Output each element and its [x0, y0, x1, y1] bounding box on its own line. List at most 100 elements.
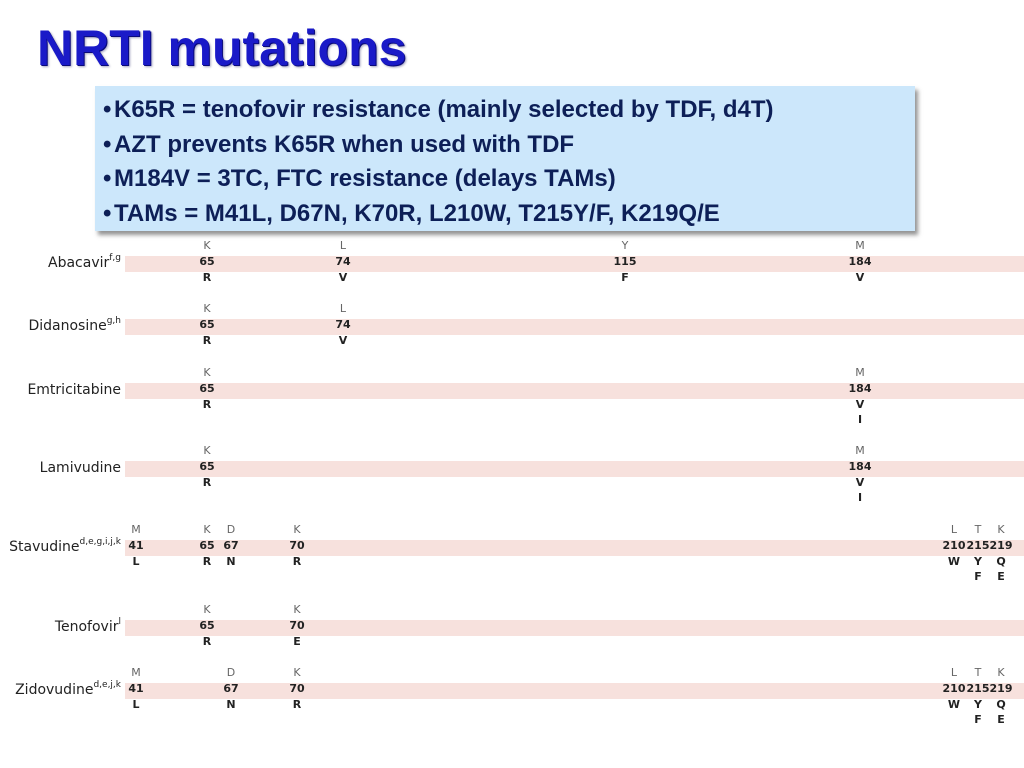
- drug-name-text: Didanosine: [28, 318, 107, 334]
- mutation-M41: M 41 L: [119, 663, 153, 711]
- mutation-M184: M 184 V I: [843, 441, 877, 504]
- drug-name: Emtricitabine: [27, 380, 121, 400]
- codon-position: 184: [848, 382, 872, 395]
- mutation-L74: L 74 V: [326, 299, 360, 347]
- mutation-M184: M 184 V I: [843, 363, 877, 426]
- wild-type-aa: L: [950, 666, 958, 679]
- wild-type-aa: Y: [621, 239, 629, 252]
- mutation-L74: L 74 V: [326, 236, 360, 284]
- mutation-K65: K 65 R: [190, 520, 224, 568]
- key-point: • TAMs = M41L, D67N, K70R, L210W, T215Y/F…: [103, 197, 915, 232]
- codon-position: 184: [848, 255, 872, 268]
- substituted-aa: R: [292, 555, 302, 568]
- mutation-D67: D 67 N: [214, 663, 248, 711]
- slide-title: NRTI mutations: [37, 20, 407, 76]
- key-point: • AZT prevents K65R when used with TDF: [103, 128, 915, 163]
- drug-name-text: Emtricitabine: [27, 382, 121, 398]
- drug-name-text: Lamivudine: [39, 460, 121, 476]
- drug-footnotes: d,e,g,i,j,k: [79, 537, 121, 547]
- codon-position: 219: [989, 539, 1013, 552]
- bullet-icon: •: [103, 165, 112, 192]
- drug-name: Stavudined,e,g,i,j,k: [9, 537, 121, 557]
- mutation-K70: K 70 R: [280, 663, 314, 711]
- mutation-K65: K 65 R: [190, 236, 224, 284]
- drug-name-text: Tenofovir: [54, 619, 119, 635]
- drug-footnotes: l: [118, 617, 121, 627]
- drug-name-text: Stavudine: [9, 539, 80, 555]
- codon-position: 67: [223, 539, 239, 552]
- codon-position: 41: [128, 682, 144, 695]
- bullet-icon: •: [103, 199, 112, 227]
- codon-position: 74: [335, 318, 351, 331]
- drug-name: Zidovudined,e,j,k: [15, 680, 121, 700]
- wild-type-aa: L: [339, 302, 347, 315]
- mutation-M41: M 41 L: [119, 520, 153, 568]
- key-points-list: • K65R = tenofovir resistance (mainly sel…: [103, 93, 915, 231]
- bullet-icon: •: [103, 130, 112, 158]
- substituted-aa: E: [997, 570, 1005, 583]
- substituted-aa: R: [202, 334, 212, 347]
- row-band: [125, 683, 1024, 699]
- codon-position: 215: [966, 539, 990, 552]
- drug-name: Tenofovirl: [55, 617, 121, 637]
- codon-position: 65: [199, 539, 215, 552]
- wild-type-aa: L: [339, 239, 347, 252]
- wild-type-aa: K: [203, 239, 211, 252]
- key-points-callout: • K65R = tenofovir resistance (mainly sel…: [95, 86, 915, 231]
- key-point: • M184V = 3TC, FTC resistance (delays TAM…: [103, 162, 915, 197]
- substituted-aa: E: [293, 635, 301, 648]
- wild-type-aa: M: [855, 366, 865, 379]
- key-point-text: TAMs = M41L, D67N, K70R, L210W, T215Y/F,…: [114, 199, 720, 227]
- key-point-text: M184V = 3TC, FTC resistance (delays TAMs…: [114, 165, 616, 192]
- mutation-K70: K 70 R: [280, 520, 314, 568]
- bullet-icon: •: [103, 96, 112, 123]
- row-band: [125, 383, 1024, 399]
- substituted-aa: V: [855, 398, 865, 411]
- wild-type-aa: M: [855, 444, 865, 457]
- wild-type-aa: D: [226, 666, 236, 679]
- substituted-aa: I: [857, 413, 863, 426]
- drug-name-text: Abacavir: [48, 255, 110, 271]
- wild-type-aa: T: [974, 666, 982, 679]
- substituted-aa: F: [974, 570, 982, 583]
- codon-position: 65: [199, 460, 215, 473]
- wild-type-aa: K: [203, 603, 211, 616]
- codon-position: 70: [289, 682, 305, 695]
- wild-type-aa: K: [293, 666, 301, 679]
- wild-type-aa: L: [950, 523, 958, 536]
- wild-type-aa: T: [974, 523, 982, 536]
- mutation-D67: D 67 N: [214, 520, 248, 568]
- codon-position: 41: [128, 539, 144, 552]
- mutation-T215: T 215 Y F: [961, 520, 995, 583]
- substituted-aa: R: [202, 476, 212, 489]
- drug-footnotes: d,e,j,k: [93, 680, 121, 690]
- substituted-aa: W: [947, 698, 961, 711]
- wild-type-aa: K: [203, 523, 211, 536]
- codon-position: 74: [335, 255, 351, 268]
- mutation-M184: M 184 V: [843, 236, 877, 284]
- wild-type-aa: K: [997, 523, 1005, 536]
- wild-type-aa: M: [855, 239, 865, 252]
- drug-name: Lamivudine: [40, 458, 121, 478]
- mutation-Y115: Y 115 F: [608, 236, 642, 284]
- substituted-aa: R: [202, 555, 212, 568]
- drug-footnotes: g,h: [106, 316, 121, 326]
- codon-position: 65: [199, 382, 215, 395]
- codon-position: 65: [199, 255, 215, 268]
- substituted-aa: F: [621, 271, 629, 284]
- codon-position: 65: [199, 318, 215, 331]
- substituted-aa: Q: [996, 698, 1006, 711]
- codon-position: 215: [966, 682, 990, 695]
- mutation-K219: K 219 Q E: [984, 520, 1018, 583]
- substituted-aa: V: [338, 271, 348, 284]
- mutation-K65: K 65 R: [190, 363, 224, 411]
- substituted-aa: F: [974, 713, 982, 726]
- mutation-L210: L 210 W: [937, 520, 971, 568]
- codon-position: 210: [942, 539, 966, 552]
- mutation-K65: K 65 R: [190, 299, 224, 347]
- codon-position: 219: [989, 682, 1013, 695]
- codon-position: 67: [223, 682, 239, 695]
- substituted-aa: I: [857, 491, 863, 504]
- wild-type-aa: K: [293, 603, 301, 616]
- codon-position: 70: [289, 619, 305, 632]
